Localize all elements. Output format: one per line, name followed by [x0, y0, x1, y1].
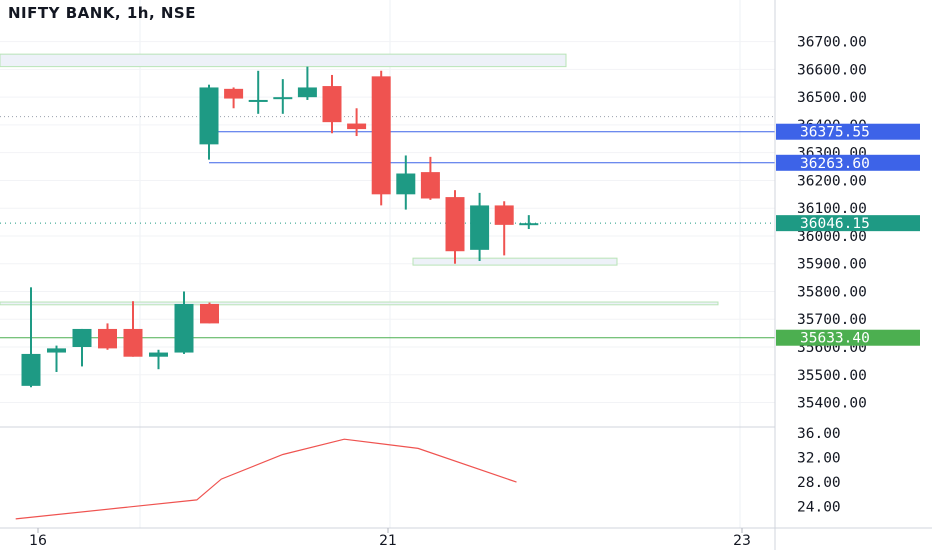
candle-body	[470, 205, 490, 250]
candle-body	[123, 328, 143, 357]
candle-body	[445, 197, 465, 252]
candle	[98, 323, 117, 350]
price-badge: 35633.40	[776, 329, 920, 347]
price-tick-label: 35700.00	[797, 312, 867, 328]
candle-body	[396, 173, 416, 195]
candle	[494, 201, 514, 256]
candle-body	[149, 352, 168, 357]
candle	[322, 74, 342, 134]
candle	[273, 79, 293, 114]
price-badge: 36263.60	[776, 154, 920, 172]
candle-body	[519, 223, 539, 226]
candle	[248, 70, 268, 114]
time-tick-label: 16	[29, 533, 47, 549]
candle-body	[174, 303, 194, 353]
candle	[72, 328, 92, 367]
candle-body	[21, 353, 41, 386]
indicator-axis[interactable]: 36.00 32.00 28.00 24.00	[797, 426, 841, 516]
time-tick-label: 23	[733, 533, 751, 549]
candle	[21, 287, 41, 388]
price-badge-bg	[776, 215, 920, 232]
candle-body	[72, 328, 92, 347]
price-badge-bg	[776, 154, 920, 171]
price-badge-bg	[776, 123, 920, 140]
candle-body	[297, 87, 317, 98]
candle	[199, 84, 219, 160]
price-tick-label: 36700.00	[797, 35, 867, 51]
candle-body	[47, 348, 66, 353]
time-tick-label: 21	[379, 533, 397, 549]
indicator-tick-label: 36.00	[797, 426, 841, 442]
candle	[149, 349, 168, 370]
price-badge: 36375.55	[776, 123, 920, 141]
candle	[396, 155, 416, 210]
candle-body	[98, 328, 117, 349]
price-badge-label: 36046.15	[800, 216, 870, 232]
candle	[47, 345, 66, 372]
candle	[519, 215, 539, 230]
time-axis[interactable]: 16 21 23	[29, 528, 751, 549]
price-tick-label: 36000.00	[797, 229, 867, 245]
price-badge: 36046.15	[776, 215, 920, 232]
candle	[347, 108, 367, 137]
candle-body	[322, 86, 342, 123]
candle	[371, 70, 391, 206]
candle-body	[200, 303, 219, 324]
indicator-tick-label: 24.00	[797, 500, 841, 516]
candle-body	[224, 88, 244, 99]
candle-body	[371, 76, 391, 195]
price-badge-bg	[776, 329, 920, 346]
candle	[123, 301, 143, 357]
candle	[420, 156, 440, 200]
candle-body	[347, 123, 367, 130]
price-zone	[0, 53, 567, 68]
price-tick-label: 36100.00	[797, 201, 867, 217]
price-tick-label: 36200.00	[797, 173, 867, 189]
indicator-tick-label: 28.00	[797, 475, 841, 491]
indicator-tick-label: 32.00	[797, 451, 841, 467]
candle	[200, 302, 219, 324]
candles	[21, 66, 539, 388]
candle-body	[248, 99, 268, 102]
price-tick-label: 35800.00	[797, 284, 867, 300]
price-tick-label: 35500.00	[797, 368, 867, 384]
price-badges: 36375.55 36263.60 35633.40 36046.15	[776, 123, 920, 347]
zones	[0, 53, 719, 306]
price-axis[interactable]: 36700.0036600.0036500.0036400.0036300.00…	[797, 35, 867, 412]
chart-title: NIFTY BANK, 1h, NSE	[8, 4, 196, 22]
candle-body	[273, 97, 293, 100]
price-tick-label: 35400.00	[797, 396, 867, 412]
candle	[445, 190, 465, 264]
price-badge-label: 35633.40	[800, 331, 870, 347]
price-tick-label: 35900.00	[797, 257, 867, 273]
candle-body	[199, 87, 219, 145]
price-tick-label: 36500.00	[797, 90, 867, 106]
price-badge-label: 36375.55	[800, 125, 870, 141]
candle	[224, 87, 244, 109]
price-zone	[0, 301, 719, 306]
indicator-pane	[15, 438, 517, 520]
indicator-line	[15, 438, 517, 520]
candle	[174, 291, 194, 354]
candle-body	[420, 172, 440, 199]
candle-body	[494, 205, 514, 225]
candle	[470, 192, 490, 261]
candle	[297, 66, 317, 100]
price-zone	[412, 257, 618, 266]
price-tick-label: 36600.00	[797, 62, 867, 78]
price-badge-label: 36263.60	[800, 156, 870, 172]
